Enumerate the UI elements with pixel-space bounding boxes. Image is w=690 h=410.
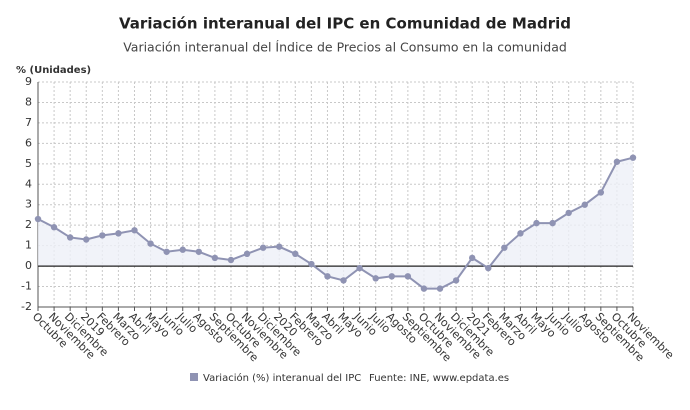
point — [50, 224, 58, 231]
chart-subtitle: Variación interanual del Índice de Preci… — [123, 40, 567, 55]
chart-title: Variación interanual del IPC en Comunida… — [119, 15, 571, 33]
y-tick-label: 2 — [25, 218, 32, 231]
point — [292, 250, 299, 258]
point — [517, 230, 524, 237]
point — [147, 240, 154, 247]
point — [404, 273, 412, 280]
y-axis-label: % (Unidades) — [16, 65, 91, 76]
point — [163, 248, 170, 255]
y-tick-label: 9 — [25, 75, 32, 88]
point — [533, 219, 540, 227]
y-tick-label: 7 — [25, 116, 32, 129]
point — [308, 260, 315, 268]
point — [613, 158, 621, 165]
y-tick-label: 0 — [25, 259, 32, 272]
point — [388, 273, 395, 280]
point — [66, 234, 74, 241]
point — [581, 201, 588, 208]
point — [324, 273, 331, 280]
source: Fuente: INE, www.epdata.es — [369, 373, 509, 384]
point — [436, 285, 444, 292]
y-tick-label: 5 — [25, 157, 32, 170]
point — [420, 285, 428, 292]
point — [485, 264, 492, 272]
point — [195, 248, 203, 255]
point — [34, 215, 42, 223]
point — [211, 254, 219, 262]
point — [501, 244, 508, 251]
point — [83, 236, 90, 243]
point — [629, 154, 637, 161]
area — [38, 157, 633, 289]
point — [179, 246, 186, 253]
point — [549, 219, 556, 227]
point — [276, 243, 283, 250]
point — [340, 277, 347, 284]
point — [597, 189, 605, 196]
point — [227, 256, 235, 264]
y-tick-label: 6 — [25, 136, 32, 149]
y-tick-label: -2 — [21, 300, 32, 313]
point — [99, 232, 106, 239]
point — [131, 227, 138, 234]
y-tick-label: 8 — [25, 95, 32, 108]
point — [259, 244, 267, 251]
y-tick-label: -1 — [21, 280, 32, 293]
point — [452, 277, 460, 284]
point — [115, 230, 122, 237]
point — [372, 275, 379, 282]
y-tick-label: 4 — [25, 177, 32, 190]
y-tick-label: 1 — [25, 239, 32, 252]
point — [243, 250, 251, 258]
point — [565, 209, 572, 217]
point — [468, 254, 476, 262]
legend-label: Variación (%) interanual del IPC — [203, 372, 361, 384]
y-tick-label: 3 — [25, 198, 32, 211]
point — [356, 264, 363, 272]
legend-swatch — [190, 373, 198, 381]
